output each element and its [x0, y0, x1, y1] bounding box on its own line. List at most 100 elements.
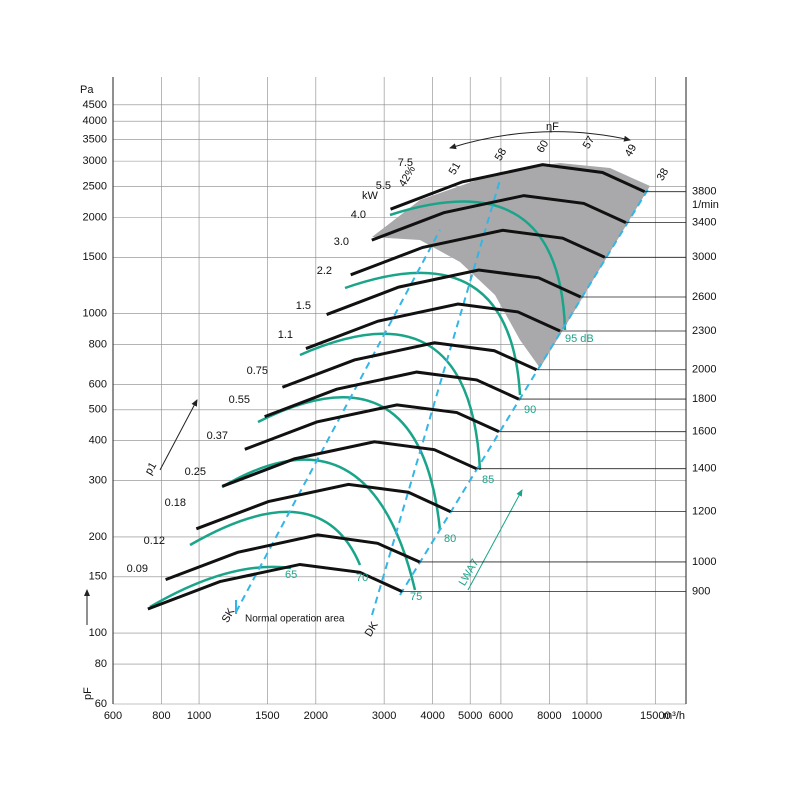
arrow: [467, 489, 523, 591]
sk-line: [235, 229, 441, 613]
efficiency-label: 60: [535, 138, 552, 155]
speed-label: 1800: [692, 393, 716, 405]
pressure-label: p1: [143, 460, 160, 477]
efficiency-label: 49: [623, 142, 640, 159]
speed-curve: [244, 403, 500, 451]
speed-label: 2600: [692, 291, 716, 303]
power-label: 5.5: [376, 180, 391, 192]
y-tick-label: 800: [89, 338, 107, 350]
speed-curve: [350, 228, 606, 277]
y-tick-label: 600: [89, 378, 107, 390]
y-tick-label: 200: [89, 531, 107, 543]
speed-curve: [221, 440, 478, 488]
speed-label: 1200: [692, 506, 716, 518]
y-axis-label: Pa: [80, 84, 94, 96]
y-tick-label: 1500: [83, 251, 107, 263]
x-unit: m³/h: [663, 710, 685, 722]
speed-label: 3000: [692, 251, 716, 263]
y-tick-label: 60: [95, 698, 107, 710]
green-curve: [299, 332, 482, 471]
efficiency-label: 38: [655, 166, 672, 183]
speed-curve: [371, 194, 627, 242]
speed-curve: [165, 533, 421, 582]
y-tick-label: 3000: [83, 155, 107, 167]
y-symbol: pF: [82, 687, 94, 700]
power-label: 4.0: [351, 209, 366, 221]
sound-label: 65: [285, 569, 297, 581]
x-tick-label: 1000: [187, 710, 211, 722]
x-tick-label: 2000: [304, 710, 328, 722]
speed-curve: [390, 163, 646, 211]
speed-curve: [281, 341, 538, 389]
power-label: 1.1: [278, 329, 293, 341]
y-tick-label: 300: [89, 475, 107, 487]
sound-label: 95 dB: [565, 333, 594, 345]
x-tick-label: 8000: [537, 710, 561, 722]
speed-curve: [147, 562, 403, 611]
power-label: 0.75: [247, 365, 268, 377]
power-label: 0.55: [229, 394, 250, 406]
power-label: 1.5: [296, 300, 311, 312]
x-tick-label: 3000: [372, 710, 396, 722]
green-curve: [221, 458, 417, 591]
speed-label: 1600: [692, 426, 716, 438]
speed-label: 1000: [692, 556, 716, 568]
y-tick-label: 150: [89, 571, 107, 583]
y-tick-label: 100: [89, 627, 107, 639]
y-tick-label: 500: [89, 404, 107, 416]
efficiency-label: 58: [493, 146, 510, 163]
y-tick-label: 1000: [83, 307, 107, 319]
line-label: DK: [363, 619, 381, 639]
speed-unit: 1/min: [692, 199, 719, 211]
speed-label: 3400: [692, 217, 716, 229]
green-curve: [389, 200, 567, 331]
y-tick-label: 400: [89, 435, 107, 447]
green-curve: [189, 510, 362, 566]
sound-curves: [149, 200, 567, 609]
efficiency-label: 51: [447, 160, 464, 177]
sound-label: 70: [356, 572, 368, 584]
limit-line: [399, 185, 651, 596]
x-tick-label: 5000: [458, 710, 482, 722]
power-label: 0.09: [127, 563, 148, 575]
power-unit: kW: [362, 190, 379, 202]
speed-label: 900: [692, 585, 710, 597]
sound-label: 80: [444, 533, 456, 545]
power-label: 2.2: [317, 265, 332, 277]
sound-label: 90: [524, 404, 536, 416]
sound-label: 85: [482, 474, 494, 486]
operation-lines: [235, 179, 651, 616]
y-tick-label: 4000: [83, 115, 107, 127]
power-label: 0.25: [185, 466, 206, 478]
green-curve: [149, 565, 292, 609]
x-tick-label: 600: [104, 710, 122, 722]
x-tick-label: 4000: [420, 710, 444, 722]
speed-curve: [326, 268, 582, 316]
arrow: [159, 399, 198, 471]
sound-label: 75: [410, 591, 422, 603]
power-label: 7.5: [398, 157, 413, 169]
green-curve: [344, 271, 522, 396]
efficiency-label: ηF: [546, 121, 559, 133]
power-label: 0.18: [165, 497, 186, 509]
power-label: 0.12: [144, 535, 165, 547]
y-tick-label: 2000: [83, 211, 107, 223]
y-tick-label: 3500: [83, 134, 107, 146]
annotation: Normal operation area: [245, 614, 345, 625]
x-tick-label: 1500: [255, 710, 279, 722]
speed-curve: [305, 302, 561, 350]
x-tick-label: 10000: [572, 710, 603, 722]
speed-label: 2000: [692, 364, 716, 376]
arrow: [449, 131, 631, 150]
speed-label: 1400: [692, 463, 716, 475]
x-tick-label: 15000: [640, 710, 671, 722]
speed-curve: [264, 370, 520, 418]
y-tick-label: 2500: [83, 180, 107, 192]
power-label: 3.0: [334, 236, 349, 248]
speed-label: 2300: [692, 325, 716, 337]
x-tick-label: 6000: [489, 710, 513, 722]
speed-label: 3800: [692, 186, 716, 198]
speed-curve: [195, 482, 452, 531]
x-tick-label: 800: [152, 710, 170, 722]
